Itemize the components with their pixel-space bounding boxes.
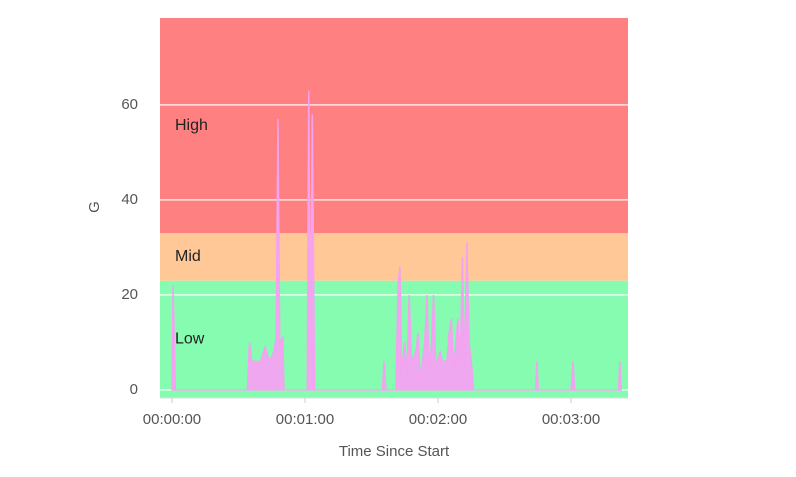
y-axis-title: G (86, 201, 103, 213)
y-tick-label: 0 (130, 381, 138, 398)
band-label: High (175, 117, 208, 134)
x-tick-label: 00:01:00 (276, 411, 334, 428)
x-tick-label: 00:00:00 (143, 411, 201, 428)
area (171, 90, 622, 391)
y-tick-label: 60 (121, 96, 138, 113)
y-tick-label: 40 (121, 191, 138, 208)
band-label: Mid (175, 248, 201, 265)
band (160, 18, 628, 234)
band (160, 280, 628, 398)
x-tick-label: 00:02:00 (409, 411, 467, 428)
y-tick-label: 20 (121, 286, 138, 303)
band-label: Low (175, 331, 205, 348)
x-tick-label: 00:03:00 (542, 411, 600, 428)
band (160, 233, 628, 281)
x-axis-title: Time Since Start (339, 443, 450, 460)
